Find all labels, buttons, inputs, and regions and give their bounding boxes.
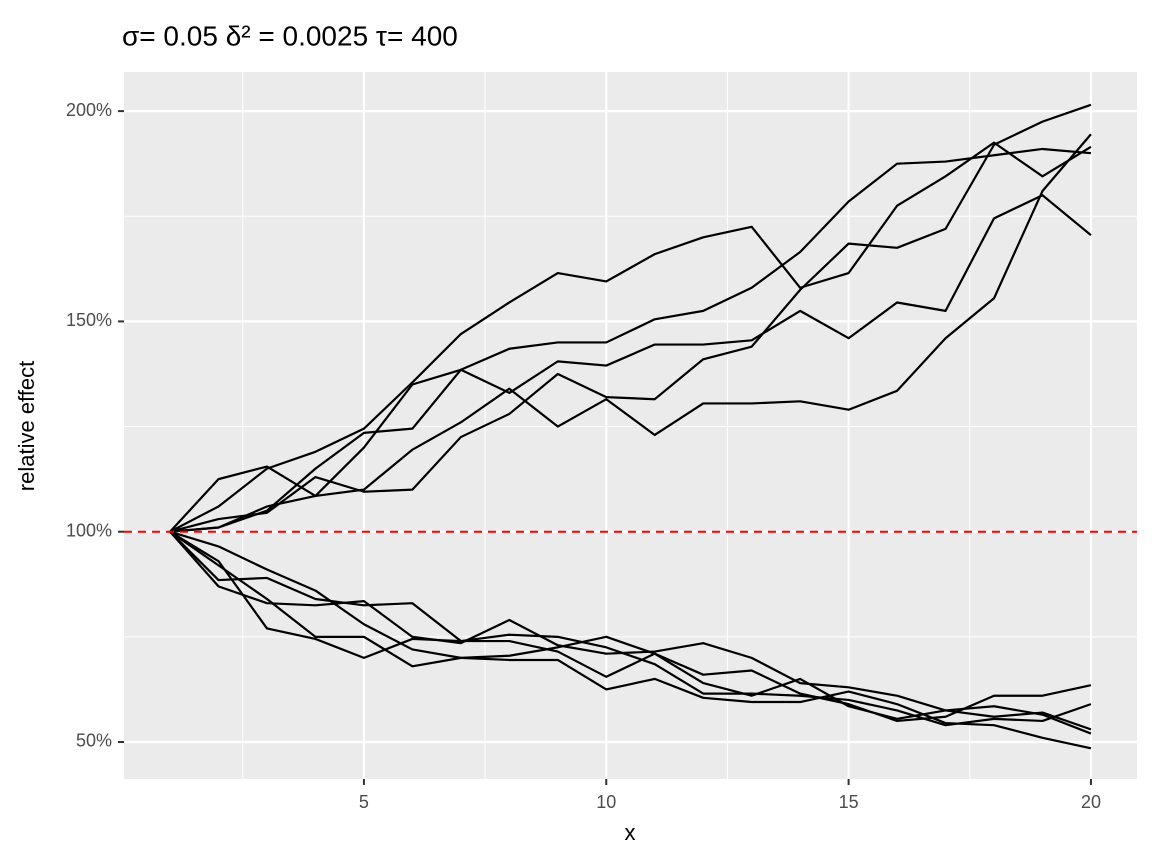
series-line — [169, 530, 1092, 727]
x-tick-label: 15 — [839, 792, 859, 812]
series-line — [169, 141, 1092, 533]
y-axis-title: relative effect — [14, 361, 39, 491]
series-line — [169, 133, 1092, 533]
x-tick-label: 5 — [359, 792, 369, 812]
series-line — [169, 530, 1092, 723]
series-line — [169, 103, 1092, 533]
series-line — [169, 194, 1092, 533]
chart-title: σ= 0.05 δ² = 0.0025 τ= 400 — [122, 20, 458, 51]
x-tick-label: 20 — [1081, 792, 1101, 812]
y-tick-label: 150% — [66, 310, 112, 330]
x-axis-title: x — [625, 820, 636, 845]
x-tick-label: 10 — [596, 792, 616, 812]
y-tick-label: 50% — [76, 731, 112, 751]
series-line — [169, 530, 1092, 731]
series-line — [169, 530, 1092, 735]
series-line — [169, 530, 1092, 750]
y-tick-label: 200% — [66, 100, 112, 120]
series-line — [169, 147, 1092, 533]
y-tick-label: 100% — [66, 520, 112, 540]
plot-panel — [124, 72, 1137, 779]
